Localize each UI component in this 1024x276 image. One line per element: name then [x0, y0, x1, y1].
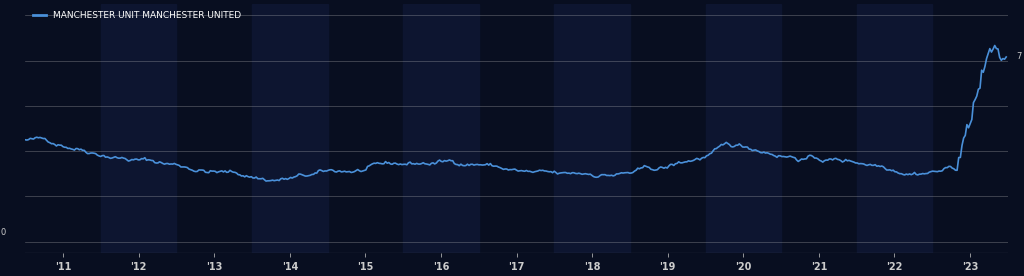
- Bar: [252, 4, 328, 253]
- Text: 7: 7: [1016, 52, 1021, 62]
- Bar: [706, 4, 781, 253]
- Bar: [857, 4, 932, 253]
- Bar: [554, 4, 630, 253]
- Text: 0: 0: [0, 228, 6, 237]
- Bar: [403, 4, 479, 253]
- Legend: MANCHESTER UNIT MANCHESTER UNITED: MANCHESTER UNIT MANCHESTER UNITED: [30, 9, 244, 23]
- Bar: [101, 4, 176, 253]
